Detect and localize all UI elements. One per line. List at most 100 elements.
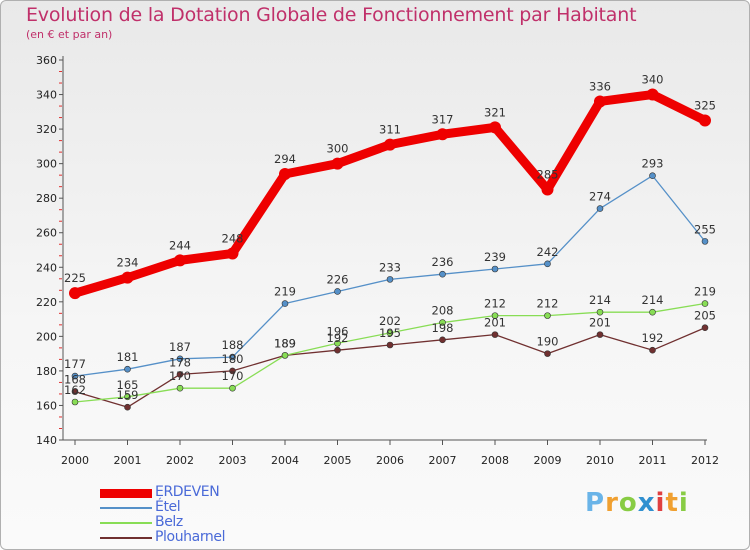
y-tick-label: 180 <box>36 365 57 378</box>
chart-axes: 140 160 180 200 220 240 260 280 300 320 340 360 2000… <box>36 54 719 467</box>
data-label: 189 <box>274 336 296 350</box>
series-etel-point <box>229 353 236 361</box>
x-tick-label: 2011 <box>639 454 667 467</box>
series-erdeven-point <box>646 88 659 101</box>
series-plouharnel-point <box>439 336 446 344</box>
x-tick-label: 2003 <box>219 454 247 467</box>
logo-letter: o <box>618 488 638 518</box>
legend: ERDEVEN Étel Belz Plouharnel <box>100 484 350 545</box>
data-label: 233 <box>379 260 401 274</box>
data-label: 226 <box>327 272 349 286</box>
series-belz-point <box>649 308 656 316</box>
y-tick-label: 340 <box>36 89 57 102</box>
data-label: 190 <box>537 335 559 349</box>
series-plouharnel-point <box>596 331 604 338</box>
series-belz-point <box>701 300 709 307</box>
data-label: 195 <box>379 326 401 340</box>
series-etel-point <box>491 265 499 273</box>
series-erdeven-point <box>69 287 81 300</box>
y-tick-label: 140 <box>36 434 57 447</box>
legend-item: Belz <box>100 514 350 530</box>
series-etel-point <box>439 270 446 278</box>
series-erdeven-point <box>384 138 396 151</box>
series-etel-point <box>701 238 709 245</box>
series-erdeven-point <box>331 157 344 170</box>
data-label: 311 <box>379 123 401 137</box>
data-label: 236 <box>432 255 454 269</box>
data-label: 239 <box>484 250 506 264</box>
series-erdeven-point <box>594 95 606 108</box>
chart-subtitle: (en € et par an) <box>26 28 113 41</box>
data-label: 242 <box>537 245 559 259</box>
legend-label: Étel <box>155 499 181 515</box>
data-label: 165 <box>117 378 139 392</box>
x-tick-label: 2002 <box>166 454 194 467</box>
data-label: 274 <box>589 190 611 204</box>
x-tick-label: 2008 <box>481 454 509 467</box>
y-tick-label: 260 <box>36 227 57 240</box>
x-tick-label: 2000 <box>61 454 89 467</box>
logo-letter: r <box>605 488 619 518</box>
series-belz-point <box>491 312 499 319</box>
y-tick-label: 200 <box>36 330 57 343</box>
series-belz-point <box>439 319 446 326</box>
legend-swatch <box>100 522 152 524</box>
data-label: 192 <box>642 331 664 345</box>
series-plouharnel-point <box>701 324 709 332</box>
data-label: 325 <box>694 98 716 112</box>
data-label: 300 <box>327 142 349 156</box>
data-label: 189 <box>274 336 296 350</box>
data-label: 225 <box>64 271 86 285</box>
data-label: 187 <box>169 340 191 354</box>
series-etel-point <box>596 205 604 212</box>
series-layer <box>69 88 711 411</box>
x-tick-label: 2010 <box>586 454 614 467</box>
data-label: 205 <box>694 309 716 323</box>
x-tick-label: 2001 <box>114 454 142 467</box>
data-label: 340 <box>642 73 664 87</box>
data-label: 317 <box>432 112 454 126</box>
data-label: 162 <box>64 383 86 397</box>
legend-item: Étel <box>100 499 350 515</box>
logo-letter: x <box>637 488 656 518</box>
data-label: 188 <box>222 338 244 352</box>
data-label: 294 <box>274 152 296 166</box>
data-label: 336 <box>589 79 611 93</box>
series-belz-point <box>71 398 79 406</box>
data-label: 159 <box>117 388 139 402</box>
series-belz-point <box>544 312 551 319</box>
legend-swatch <box>100 488 152 498</box>
series-etel-point <box>386 276 394 283</box>
series-erdeven-point <box>541 183 554 196</box>
x-tick-label: 2005 <box>324 454 352 467</box>
series-belz-point <box>229 384 236 392</box>
logo-letter: t <box>665 488 679 518</box>
series-etel-point <box>176 355 184 363</box>
series-etel-point <box>71 372 79 380</box>
series-plouharnel-point <box>176 371 184 378</box>
series-belz-point <box>386 329 394 337</box>
data-label: 201 <box>589 316 611 330</box>
series-erdeven-point <box>436 128 449 141</box>
series-plouharnel-point <box>229 367 236 375</box>
x-tick-label: 2009 <box>534 454 562 467</box>
series-plouharnel-point <box>491 331 499 338</box>
series-etel-point <box>334 288 341 295</box>
series-erdeven-point <box>279 168 291 180</box>
data-label: 201 <box>484 316 506 330</box>
data-label: 202 <box>379 314 401 328</box>
chart-title: Evolution de la Dotation Globale de Fonc… <box>26 4 637 26</box>
legend-item: ERDEVEN <box>100 484 350 500</box>
data-label: 219 <box>694 285 716 299</box>
y-tick-label: 220 <box>36 296 57 309</box>
data-label: 208 <box>432 304 454 318</box>
data-label: 285 <box>537 168 559 182</box>
series-belz-point <box>596 308 604 316</box>
y-tick-label: 280 <box>36 192 57 205</box>
data-label: 177 <box>64 357 86 371</box>
data-labels-layer: 225 234 244 248 294 300 311 317 321 285 336 340 325 1… <box>64 73 716 403</box>
data-label: 180 <box>222 352 244 366</box>
legend-label: ERDEVEN <box>155 484 220 500</box>
logo-letter: i <box>655 488 666 518</box>
